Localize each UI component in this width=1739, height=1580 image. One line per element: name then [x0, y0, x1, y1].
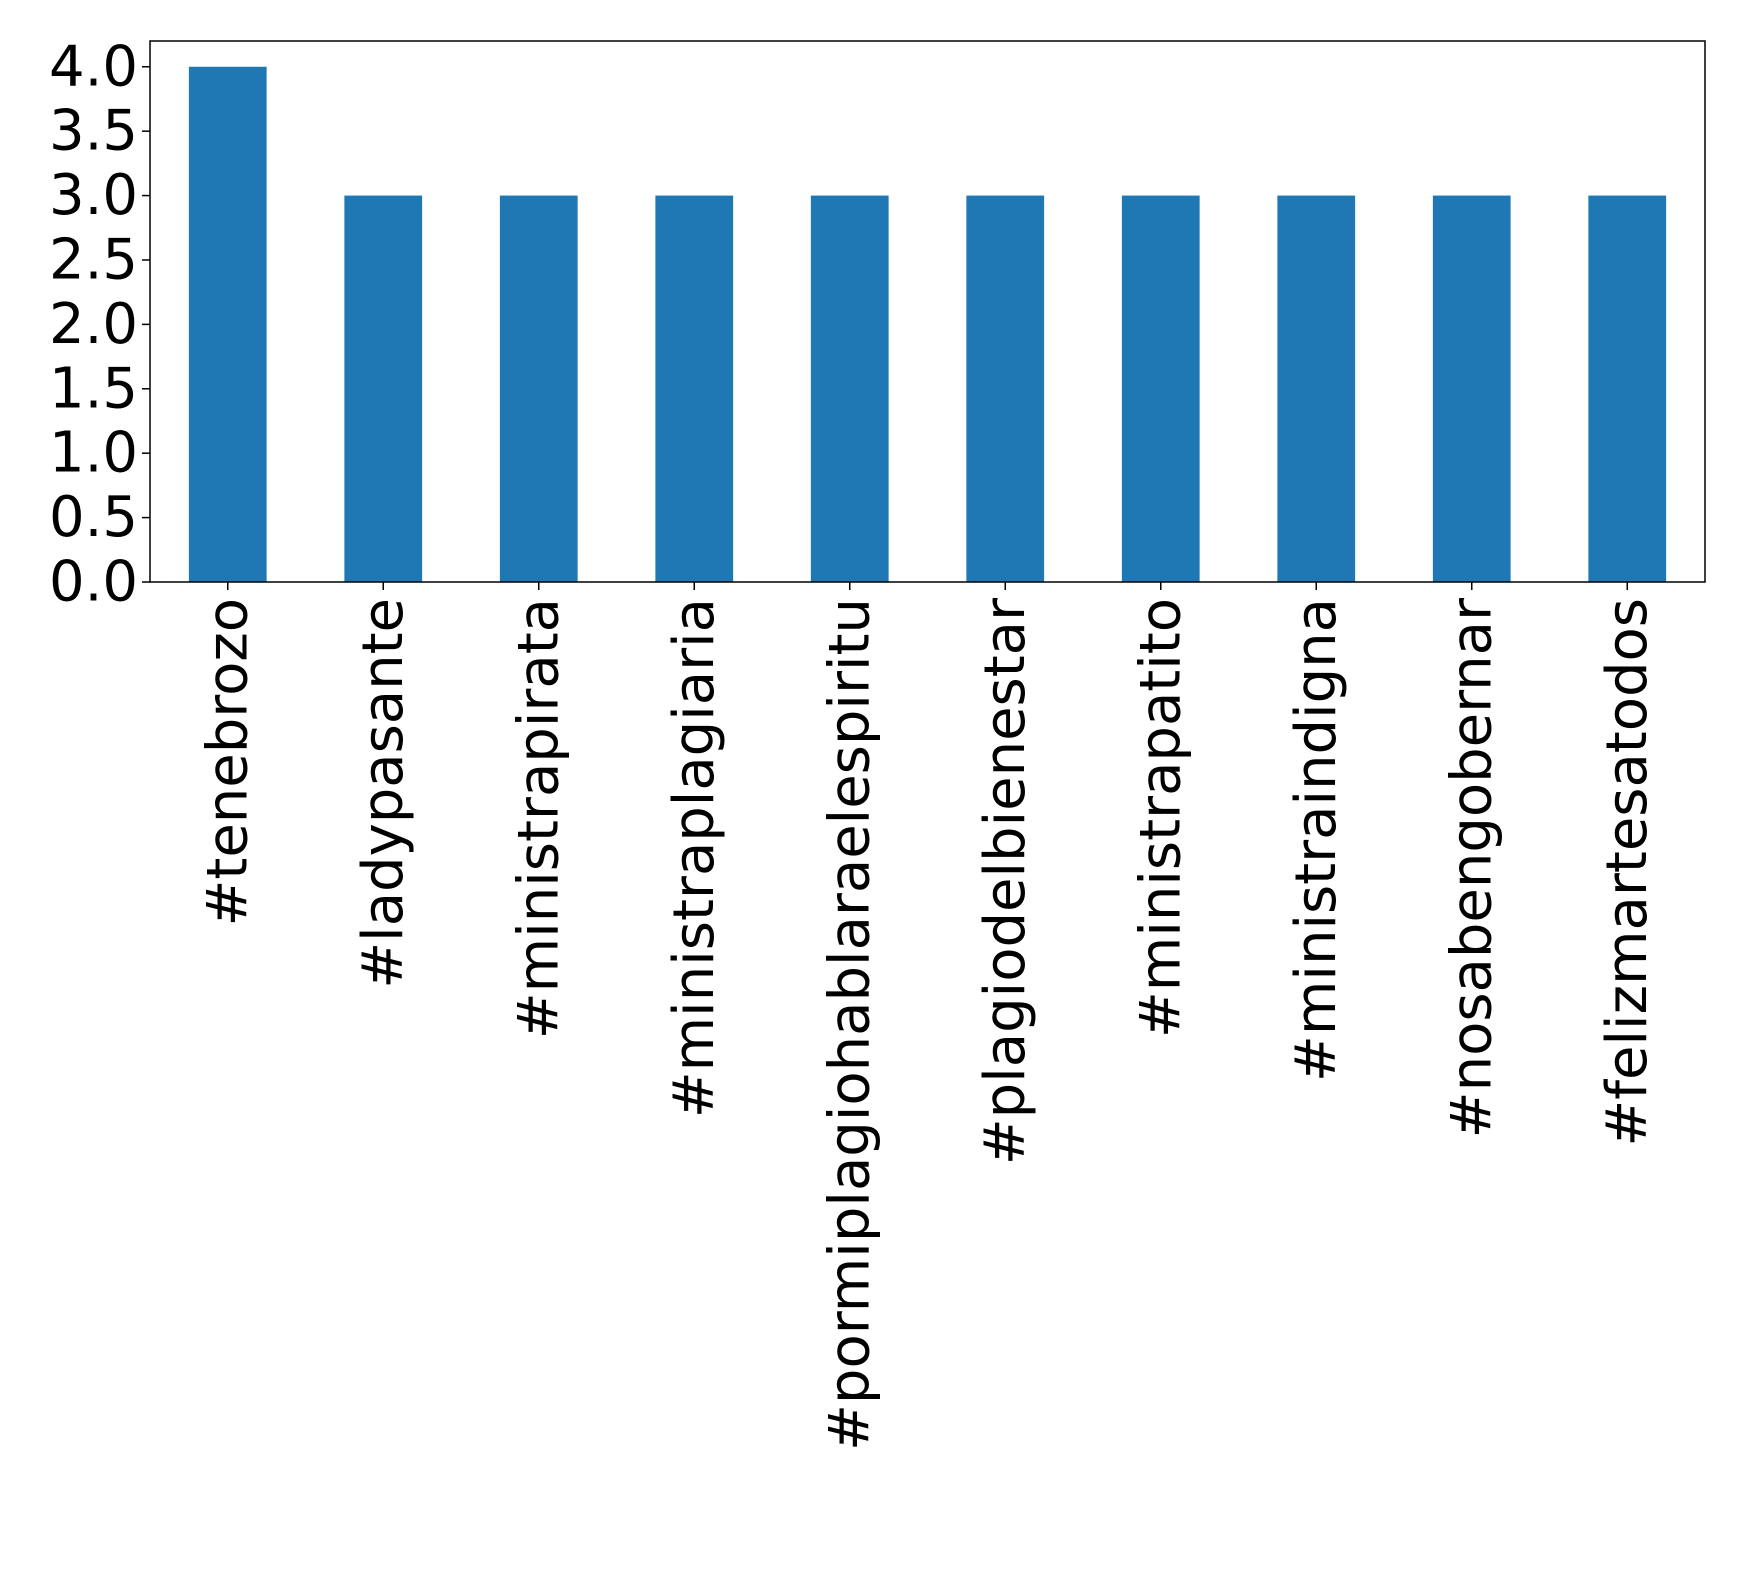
bar [966, 195, 1045, 583]
y-tick-label: 4.0 [49, 34, 138, 99]
y-tick-label: 2.5 [49, 227, 138, 292]
x-tick-label: #plagiodelbienestar [973, 597, 1038, 1165]
plot-frame [149, 40, 1706, 583]
x-tick-label: #nosabengobernar [1439, 597, 1504, 1138]
y-tick-label: 0.0 [49, 550, 138, 615]
y-tick-label: 3.5 [49, 99, 138, 164]
x-tick-label: #tenebrozo [195, 598, 260, 927]
x-tick-label: #ministraplagiaria [662, 598, 727, 1118]
bar [655, 195, 734, 583]
y-tick-label: 3.0 [49, 163, 138, 228]
y-tick-label: 1.0 [49, 421, 138, 486]
bar [1432, 195, 1511, 583]
x-tick-label: #ministrapatito [1128, 598, 1193, 1038]
y-axis: 0.00.51.01.52.02.53.03.54.0 [49, 34, 150, 615]
bars-group [188, 66, 1667, 583]
x-tick-label: #ministraindigna [1284, 598, 1349, 1082]
bar [1588, 195, 1667, 583]
x-tick-label: #ladypasante [351, 598, 416, 989]
x-axis: #tenebrozo #ladypasante #ministrapirata #mi… [195, 582, 1660, 1451]
bar [188, 66, 267, 582]
x-tick-label: #ministrapirata [506, 598, 571, 1039]
x-tick-label: #felizmartesatodos [1595, 598, 1660, 1147]
bar [344, 195, 423, 583]
bar [499, 195, 578, 583]
y-tick-label: 1.5 [49, 356, 138, 421]
bar [1121, 195, 1200, 583]
x-tick-label: #pormiplagiohablaraelespiritu [817, 598, 882, 1451]
bar [1277, 195, 1356, 583]
y-tick-label: 0.5 [49, 485, 138, 550]
bar [810, 195, 889, 583]
y-tick-label: 2.0 [49, 292, 138, 357]
